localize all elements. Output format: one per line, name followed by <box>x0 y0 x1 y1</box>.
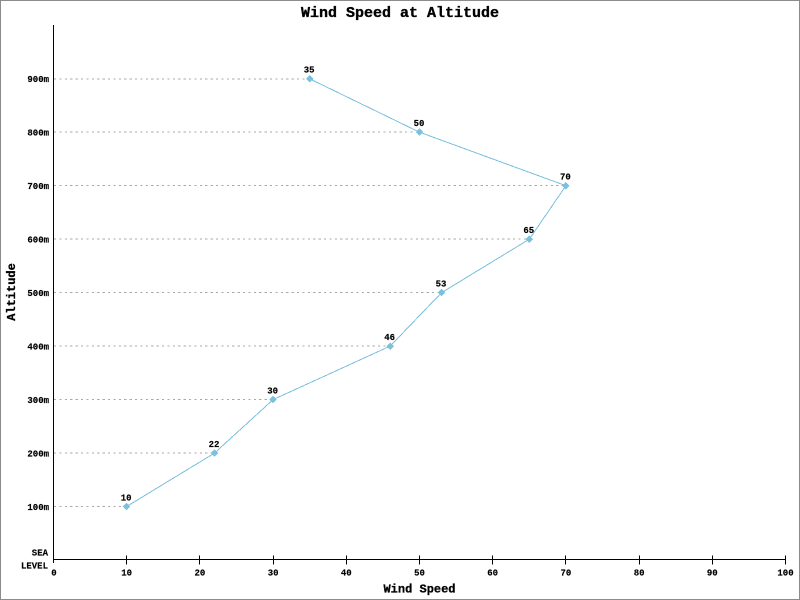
svg-text:80: 80 <box>634 569 645 579</box>
svg-text:300m: 300m <box>27 396 49 406</box>
svg-text:Wind Speed: Wind Speed <box>383 583 455 597</box>
svg-text:10: 10 <box>121 569 132 579</box>
svg-text:35: 35 <box>304 66 315 76</box>
svg-text:10: 10 <box>121 493 132 503</box>
svg-text:22: 22 <box>209 440 220 450</box>
svg-text:60: 60 <box>487 569 498 579</box>
svg-text:40: 40 <box>341 569 352 579</box>
svg-text:700m: 700m <box>27 182 49 192</box>
svg-text:Altitude: Altitude <box>5 263 19 321</box>
svg-text:20: 20 <box>194 569 205 579</box>
svg-text:50: 50 <box>414 569 425 579</box>
svg-text:600m: 600m <box>27 236 49 246</box>
svg-text:200m: 200m <box>27 449 49 459</box>
svg-text:65: 65 <box>523 226 534 236</box>
svg-text:46: 46 <box>384 333 395 343</box>
svg-text:100: 100 <box>777 569 793 579</box>
svg-text:30: 30 <box>267 386 278 396</box>
svg-text:900m: 900m <box>27 75 49 85</box>
svg-text:SEA: SEA <box>32 549 49 559</box>
svg-text:800m: 800m <box>27 129 49 139</box>
svg-text:53: 53 <box>436 280 447 290</box>
svg-text:70: 70 <box>560 173 571 183</box>
svg-text:70: 70 <box>560 569 571 579</box>
svg-text:100m: 100m <box>27 503 49 513</box>
svg-text:30: 30 <box>268 569 279 579</box>
svg-text:0: 0 <box>51 569 56 579</box>
svg-text:Wind Speed at Altitude: Wind Speed at Altitude <box>301 5 499 22</box>
svg-text:400m: 400m <box>27 342 49 352</box>
svg-text:90: 90 <box>707 569 718 579</box>
svg-text:LEVEL: LEVEL <box>21 562 48 572</box>
svg-text:500m: 500m <box>27 289 49 299</box>
svg-text:50: 50 <box>414 119 425 129</box>
